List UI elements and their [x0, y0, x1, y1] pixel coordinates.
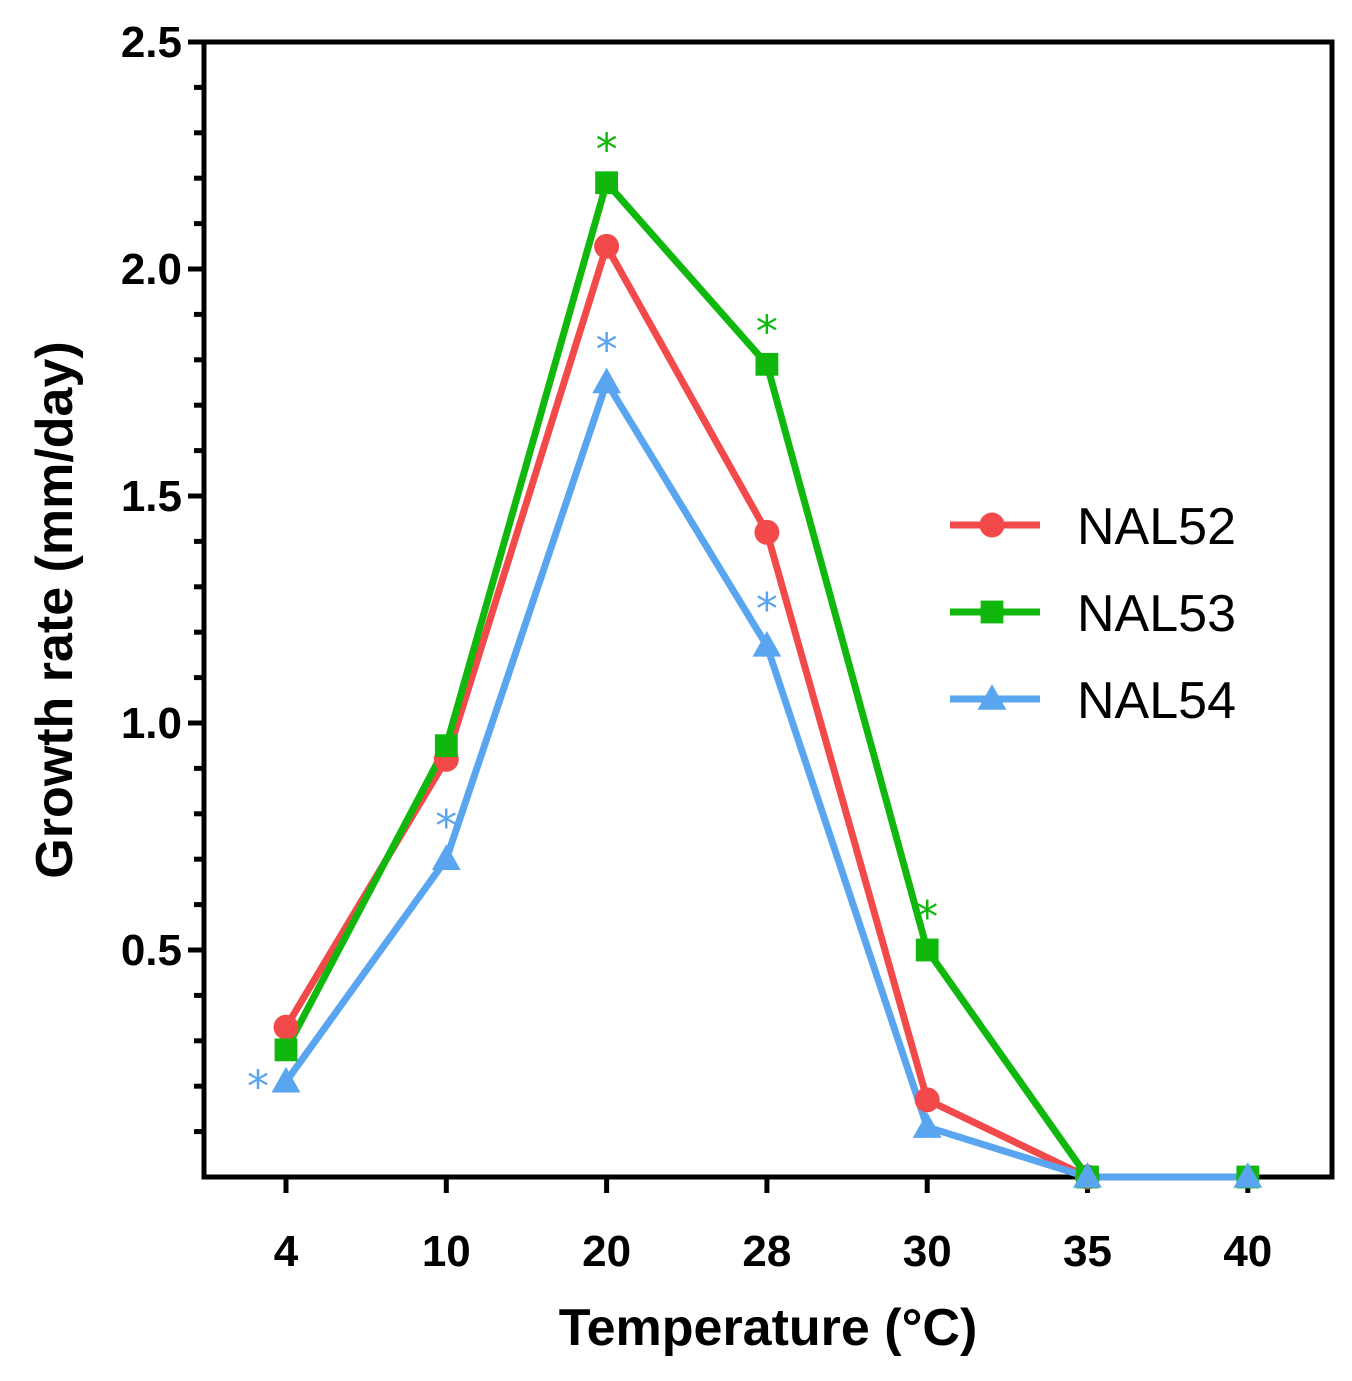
significance-star-nal53-20: *	[596, 125, 618, 176]
x-tick-label: 30	[903, 1227, 952, 1276]
significance-marks: * * * * * * *	[247, 125, 938, 1113]
y-axis-ticks: 0.5 1.0 1.5 2.0 2.5	[121, 18, 204, 1135]
marker-nal53-30	[915, 938, 939, 962]
legend-marker-nal54	[977, 684, 1007, 710]
plot-area: 0.5 1.0 1.5 2.0 2.5 4 10 20 28 30 35 40 * * * * * * *	[121, 18, 1335, 1276]
legend: NAL52 NAL53 NAL54	[950, 498, 1236, 730]
marker-nal52-30	[914, 1087, 940, 1113]
marker-nal52-4	[273, 1014, 299, 1040]
series-line-nal52	[282, 242, 1091, 1181]
y-tick-label: 0.5	[121, 926, 182, 975]
legend-label-nal54: NAL54	[1077, 672, 1236, 730]
marker-nal52-20	[594, 233, 620, 259]
x-tick-label: 4	[274, 1227, 299, 1276]
marker-nal53-10	[434, 734, 458, 758]
significance-star-nal53-30: *	[916, 892, 938, 943]
significance-star-nal53-28: *	[756, 306, 778, 357]
x-tick-label: 10	[422, 1227, 471, 1276]
significance-star-nal54-20: *	[596, 325, 618, 376]
y-tick-label: 1.5	[121, 472, 182, 521]
marker-nal54-30	[912, 1112, 942, 1138]
significance-star-nal54-4: *	[247, 1062, 269, 1113]
y-axis-title: Growth rate (mm/day)	[26, 341, 84, 878]
marker-nal54-20	[592, 367, 621, 394]
y-tick-label: 2.5	[121, 18, 182, 67]
significance-star-nal54-28: *	[756, 584, 778, 635]
legend-marker-nal53	[980, 600, 1004, 624]
x-axis-ticks: 4 10 20 28 30 35 40	[274, 1177, 1272, 1276]
marker-nal54-28	[752, 630, 782, 657]
marker-nal53-20	[595, 171, 618, 195]
marker-nal53-4	[274, 1038, 298, 1062]
y-tick-label: 2.0	[121, 245, 182, 294]
marker-nal53-28	[755, 352, 779, 376]
marker-nal54-10	[431, 844, 461, 870]
x-tick-label: 20	[582, 1227, 631, 1276]
x-tick-label: 40	[1223, 1227, 1272, 1276]
series-markers	[271, 171, 1263, 1190]
marker-nal54-4	[271, 1066, 301, 1093]
legend-label-nal52: NAL52	[1077, 498, 1236, 556]
legend-marker-nal52	[979, 512, 1005, 538]
x-tick-label: 35	[1063, 1227, 1112, 1276]
x-tick-label: 28	[742, 1227, 791, 1276]
marker-nal54-35	[1073, 1162, 1102, 1188]
significance-star-nal54-10: *	[435, 801, 457, 852]
legend-label-nal53: NAL53	[1077, 585, 1236, 643]
marker-nal52-28	[754, 519, 780, 545]
x-axis-title: Temperature (°C)	[559, 1299, 978, 1357]
marker-nal54-40	[1233, 1162, 1263, 1188]
y-tick-label: 1.0	[121, 699, 182, 748]
